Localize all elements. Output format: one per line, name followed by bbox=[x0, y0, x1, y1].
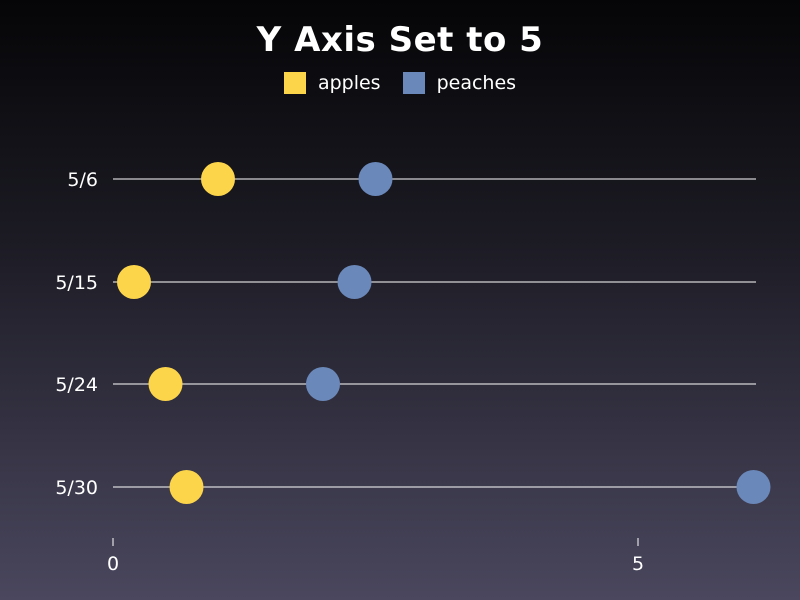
y-tick-label: 5/6 bbox=[67, 169, 98, 191]
legend: apples peaches bbox=[0, 72, 800, 94]
data-point-apples bbox=[148, 367, 183, 401]
data-point-apples bbox=[117, 265, 151, 299]
data-point-peaches bbox=[358, 162, 393, 196]
data-point-apples bbox=[201, 162, 235, 196]
legend-item-apples: apples bbox=[283, 72, 381, 94]
data-point-peaches bbox=[306, 367, 340, 401]
chart-title: Y Axis Set to 5 bbox=[256, 20, 544, 60]
x-tick-label: 0 bbox=[107, 553, 119, 575]
legend-label-apples: apples bbox=[317, 72, 381, 94]
y-tick-label: 5/30 bbox=[55, 477, 98, 499]
legend-label-peaches: peaches bbox=[436, 72, 517, 94]
legend-item-peaches: peaches bbox=[402, 72, 517, 94]
x-tick-label: 5 bbox=[632, 553, 644, 575]
data-point-peaches bbox=[736, 470, 771, 504]
legend-swatch-apples bbox=[283, 72, 306, 94]
y-tick-label: 5/24 bbox=[55, 374, 98, 396]
data-point-peaches bbox=[337, 265, 372, 299]
legend-swatch-peaches bbox=[402, 72, 425, 94]
data-point-apples bbox=[169, 470, 204, 504]
y-tick-label: 5/15 bbox=[55, 272, 98, 294]
